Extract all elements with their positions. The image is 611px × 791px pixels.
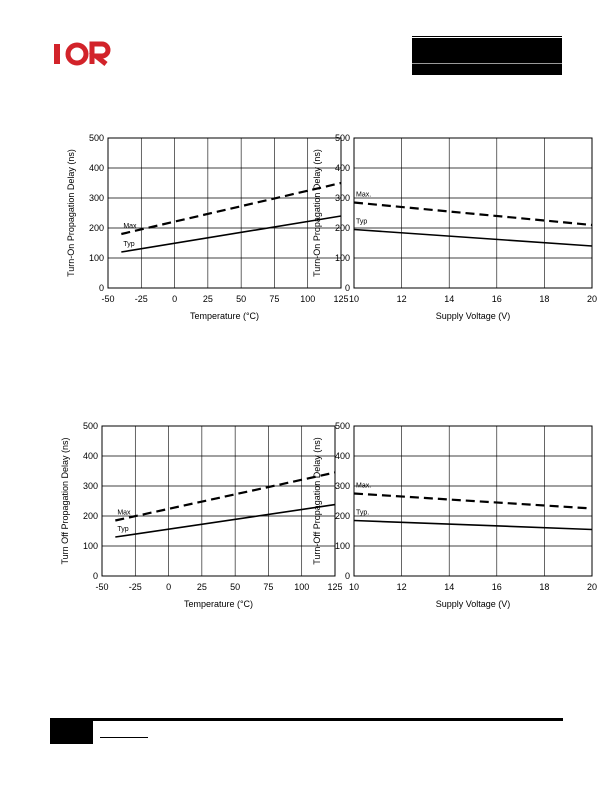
- series-label: Max: [123, 223, 137, 230]
- ior-logo: [52, 40, 114, 68]
- y-tick-label: 200: [335, 511, 350, 521]
- y-tick-label: 0: [99, 283, 104, 293]
- series-label: Typ.: [356, 510, 369, 517]
- x-tick-label: 16: [492, 582, 502, 592]
- series-label: Max: [117, 510, 131, 517]
- x-tick-label: -50: [101, 294, 114, 304]
- y-tick-label: 100: [83, 541, 98, 551]
- y-tick-label: 400: [335, 451, 350, 461]
- y-axis-label: Turn-On Propagation Delay (ns): [312, 149, 322, 277]
- y-tick-label: 400: [335, 163, 350, 173]
- series-line-solid: [121, 215, 342, 253]
- y-tick-label: 500: [335, 421, 350, 431]
- chart-turn-on-vs-voltage: 0 100 200 300 400 500 10 12 14 16 18 20 Supply Volta…: [312, 133, 597, 321]
- y-tick-label: 300: [335, 193, 350, 203]
- header-divider: [412, 63, 562, 64]
- plot-frame: [107, 137, 342, 289]
- series-label: Max.: [356, 483, 371, 490]
- y-tick-label: 200: [83, 511, 98, 521]
- y-tick-label: 500: [89, 133, 104, 143]
- x-axis-label: Temperature (°C): [190, 311, 259, 321]
- x-tick-label: 50: [230, 582, 240, 592]
- x-tick-label: -25: [135, 294, 148, 304]
- series-line-solid: [353, 519, 593, 531]
- x-tick-label: 25: [197, 582, 207, 592]
- plot-frame: [353, 425, 593, 577]
- y-tick-label: 0: [345, 571, 350, 581]
- x-axis-label: Temperature (°C): [184, 599, 253, 609]
- x-tick-label: 12: [397, 582, 407, 592]
- series-line-dashed: [115, 471, 336, 522]
- footer-underline: [100, 737, 148, 738]
- y-tick-label: 300: [89, 193, 104, 203]
- y-tick-label: 200: [89, 223, 104, 233]
- y-tick-label: 100: [335, 541, 350, 551]
- x-tick-label: 14: [444, 294, 454, 304]
- series-line-dashed: [353, 492, 593, 510]
- chart-turn-off-vs-voltage: 0 100 200 300 400 500 10 12 14 16 18 20 Supply Volta…: [312, 421, 597, 609]
- series-label: Typ: [356, 219, 367, 226]
- y-axis-label: Turn-Off Propagation Delay (ns): [312, 437, 322, 565]
- x-axis-label: Supply Voltage (V): [436, 311, 511, 321]
- y-tick-label: 400: [83, 451, 98, 461]
- x-tick-label: 125: [333, 294, 348, 304]
- x-tick-label: 10: [349, 582, 359, 592]
- x-tick-label: 50: [236, 294, 246, 304]
- y-tick-label: 0: [345, 283, 350, 293]
- x-tick-label: 20: [587, 582, 597, 592]
- y-tick-label: 100: [335, 253, 350, 263]
- y-tick-label: 200: [335, 223, 350, 233]
- y-tick-label: 0: [93, 571, 98, 581]
- y-tick-label: 400: [89, 163, 104, 173]
- x-tick-label: 0: [166, 582, 171, 592]
- y-tick-label: 300: [335, 481, 350, 491]
- footer-page-block: [50, 721, 93, 744]
- x-tick-label: 18: [539, 294, 549, 304]
- x-axis-label: Supply Voltage (V): [436, 599, 511, 609]
- plot-frame: [353, 137, 593, 289]
- x-tick-label: 18: [539, 582, 549, 592]
- chart-turn-on-vs-temperature: 0 100 200 300 400 500 -50 -25 0 25 50 75 100 125 Tempe…: [66, 133, 349, 321]
- x-tick-label: 100: [300, 294, 315, 304]
- series-label: Typ: [123, 241, 134, 248]
- x-tick-label: 10: [349, 294, 359, 304]
- x-tick-label: 25: [203, 294, 213, 304]
- y-tick-label: 500: [83, 421, 98, 431]
- footer-rule: [50, 718, 563, 721]
- x-tick-label: 75: [263, 582, 273, 592]
- x-tick-label: -50: [95, 582, 108, 592]
- series-line-dashed: [353, 201, 593, 227]
- header-rule: [412, 36, 562, 37]
- x-tick-label: 125: [327, 582, 342, 592]
- y-tick-label: 100: [89, 253, 104, 263]
- y-tick-label: 300: [83, 481, 98, 491]
- y-axis-label: Turn-On Propagation Delay (ns): [66, 149, 76, 277]
- series-label: Max.: [356, 192, 371, 199]
- x-tick-label: 0: [172, 294, 177, 304]
- x-tick-label: 12: [397, 294, 407, 304]
- x-tick-label: 14: [444, 582, 454, 592]
- plot-frame: [101, 425, 336, 577]
- y-tick-label: 500: [335, 133, 350, 143]
- y-axis-label: Turn Off Propagation Delay (ns): [60, 437, 70, 564]
- x-tick-label: 20: [587, 294, 597, 304]
- x-tick-label: 75: [269, 294, 279, 304]
- x-tick-label: 16: [492, 294, 502, 304]
- x-tick-label: -25: [129, 582, 142, 592]
- header-block: [412, 38, 562, 75]
- chart-turn-off-vs-temperature: 0 100 200 300 400 500 -50 -25 0 25 50 75 100 125 Tempe…: [60, 421, 343, 609]
- series-line-solid: [115, 503, 336, 538]
- series-line-dashed: [121, 181, 342, 236]
- series-label: Typ: [117, 526, 128, 533]
- x-tick-label: 100: [294, 582, 309, 592]
- series-line-solid: [353, 228, 593, 247]
